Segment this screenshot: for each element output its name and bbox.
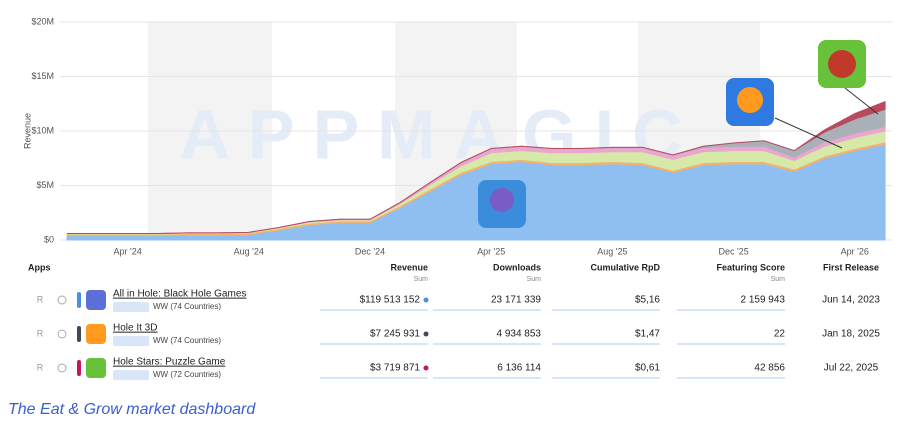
cell: 42 856 <box>754 363 785 374</box>
x-tick-label: Aug '25 <box>597 246 627 256</box>
cell: 2 159 943 <box>741 295 786 306</box>
cell: 4 934 853 <box>497 329 542 340</box>
cell: $7 245 931 <box>370 329 420 340</box>
app-icon-art <box>490 188 514 212</box>
x-tick-label: Apr '25 <box>477 246 505 256</box>
column-header: Downloads <box>493 262 541 272</box>
cell: $0,61 <box>635 363 660 374</box>
visibility-toggle[interactable] <box>57 363 67 373</box>
y-tick-label: $10M <box>31 125 54 135</box>
store-icons <box>113 302 149 312</box>
column-header: Apps <box>28 262 51 272</box>
y-tick-label: $15M <box>31 71 54 81</box>
plot: $0 $5M $10M $15M $20M Apr '24 Aug '24 Dec '24 Ap… <box>31 16 892 256</box>
y-tick-label: $20M <box>31 16 54 26</box>
series-dot <box>423 365 429 371</box>
cell: $1,47 <box>635 329 660 340</box>
app-name[interactable]: Hole It 3D <box>113 323 157 334</box>
app-icon-art <box>737 87 763 113</box>
row-marker: R <box>37 328 44 338</box>
y-axis-label: Revenue <box>22 113 32 149</box>
app-icon <box>86 290 106 310</box>
cell: Jul 22, 2025 <box>824 363 879 374</box>
y-tick-label: $0 <box>44 234 54 244</box>
column-header: Revenue <box>390 262 428 272</box>
x-tick-label: Dec '24 <box>355 246 385 256</box>
cell: Jun 14, 2023 <box>822 295 880 306</box>
x-tick-label: Aug '24 <box>234 246 264 256</box>
x-tick-label: Dec '25 <box>718 246 748 256</box>
app-icon-art <box>828 50 856 78</box>
y-tick-label: $5M <box>36 180 54 190</box>
row-color <box>77 292 81 308</box>
column-subheader: Sum <box>771 276 786 283</box>
arrow <box>844 87 879 115</box>
column-header: First Release <box>823 262 879 272</box>
cell: 22 <box>774 329 786 340</box>
column-header: Featuring Score <box>716 262 785 272</box>
cell: 23 171 339 <box>491 295 541 306</box>
store-icons <box>113 370 149 380</box>
app-name[interactable]: All in Hole: Black Hole Games <box>113 289 246 300</box>
caption: The Eat & Grow market dashboard <box>8 401 256 418</box>
column-subheader: Sum <box>414 276 429 283</box>
area <box>67 100 886 234</box>
x-tick-label: Apr '26 <box>841 246 869 256</box>
app-icon <box>86 324 106 344</box>
store-icons <box>113 336 149 346</box>
cell: Jan 18, 2025 <box>822 329 880 340</box>
cell: $119 513 152 <box>360 295 421 306</box>
row-marker: R <box>37 362 44 372</box>
column-header: Cumulative RpD <box>590 262 660 272</box>
visibility-toggle[interactable] <box>57 329 67 339</box>
row-color <box>77 326 81 342</box>
cell: $3 719 871 <box>370 363 420 374</box>
app-region: WW (74 Countries) <box>153 336 221 345</box>
app-name[interactable]: Hole Stars: Puzzle Game <box>113 357 226 368</box>
table: Apps Revenue Sum Downloads Sum Cumulative RpD… <box>28 262 880 380</box>
app-icon <box>86 358 106 378</box>
visibility-toggle[interactable] <box>57 295 67 305</box>
series-dot <box>423 297 429 303</box>
app-region: WW (74 Countries) <box>153 302 221 311</box>
column-subheader: Sum <box>527 276 542 283</box>
row-marker: R <box>37 294 44 304</box>
cell: $5,16 <box>635 295 660 306</box>
series-dot <box>423 331 429 337</box>
cell: 6 136 114 <box>497 363 541 374</box>
app-region: WW (72 Countries) <box>153 370 221 379</box>
arrow <box>774 117 843 149</box>
x-tick-label: Apr '24 <box>113 246 141 256</box>
annotations <box>478 40 879 228</box>
row-color <box>77 360 81 376</box>
